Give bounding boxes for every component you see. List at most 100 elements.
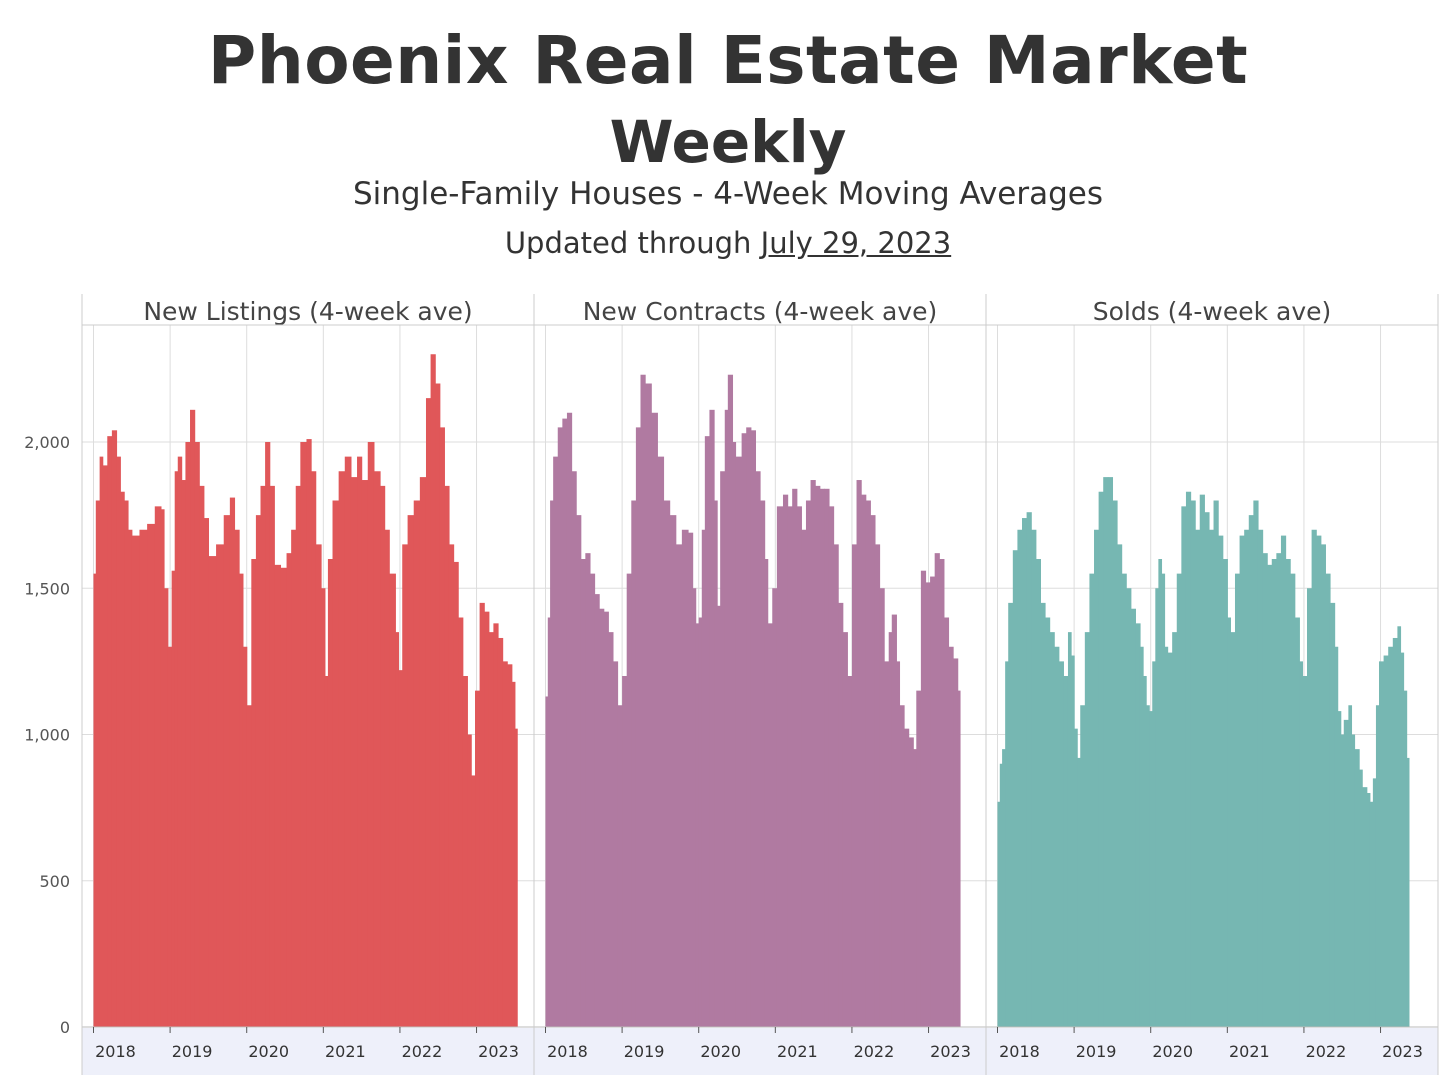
bar [622, 676, 628, 1027]
bar [102, 465, 108, 1027]
bar [580, 559, 586, 1027]
bar [943, 617, 950, 1027]
bar [782, 494, 789, 1027]
bar [1058, 661, 1064, 1027]
y-tick-label: 1,000 [24, 726, 70, 745]
bar [475, 690, 481, 1027]
bar [407, 515, 415, 1027]
bar [497, 637, 504, 1027]
bar [234, 529, 240, 1027]
bar [384, 529, 390, 1027]
bar [1149, 711, 1153, 1027]
bar [732, 442, 737, 1027]
bar [1167, 652, 1173, 1027]
bar [1400, 652, 1405, 1027]
updated-line: Updated through July 29, 2023 [0, 226, 1456, 260]
y-tick-label: 1,500 [24, 579, 70, 598]
bar [1280, 535, 1287, 1027]
bar [1359, 769, 1363, 1027]
x-tick-label: 2022 [402, 1042, 443, 1061]
bar [1372, 778, 1377, 1027]
bar [419, 477, 427, 1028]
bar [373, 471, 381, 1027]
bar [550, 500, 554, 1027]
panel-title: New Contracts (4-week ave) [583, 297, 938, 326]
bar [1348, 705, 1353, 1027]
bar [842, 632, 848, 1027]
bar [746, 427, 752, 1027]
bar [1294, 617, 1300, 1027]
bar [1253, 500, 1259, 1027]
bar [242, 646, 248, 1027]
bar [1152, 661, 1156, 1027]
bar [1325, 573, 1331, 1027]
bar [1017, 529, 1023, 1027]
x-tick-label: 2018 [547, 1042, 588, 1061]
bar [1107, 477, 1114, 1028]
bar [1155, 588, 1159, 1027]
bar [698, 617, 703, 1027]
bar [879, 588, 885, 1027]
bar [904, 728, 910, 1027]
updated-date-link[interactable]: July 29, 2023 [760, 226, 952, 260]
bar [1369, 801, 1374, 1027]
bar [1077, 757, 1081, 1027]
bar [185, 442, 191, 1027]
bar [471, 775, 476, 1027]
bar [1181, 506, 1187, 1028]
bar [439, 427, 445, 1027]
bar [815, 485, 821, 1027]
x-tick-label: 2019 [624, 1042, 665, 1061]
bar [99, 456, 104, 1027]
bar [1337, 711, 1342, 1027]
bar [1354, 749, 1360, 1027]
bar [502, 661, 508, 1027]
bar [874, 544, 881, 1027]
bar [772, 588, 778, 1027]
bar [861, 494, 867, 1027]
bar [1139, 646, 1144, 1027]
bar [280, 567, 288, 1027]
bar [462, 676, 468, 1027]
bar [260, 485, 266, 1027]
bar [1271, 559, 1277, 1027]
bar [199, 485, 205, 1027]
bar [194, 442, 200, 1027]
bar [1302, 676, 1308, 1027]
bar [344, 456, 352, 1027]
bar [612, 661, 619, 1027]
panel-title: New Listings (4-week ave) [143, 297, 472, 326]
x-tick-label: 2020 [1152, 1042, 1193, 1061]
bar [1117, 544, 1123, 1027]
bar [1248, 515, 1254, 1027]
bar [1195, 529, 1201, 1027]
bar [139, 529, 148, 1027]
x-tick-label: 2021 [777, 1042, 818, 1061]
bar [1176, 573, 1182, 1027]
bar [1230, 632, 1236, 1027]
bar [246, 705, 252, 1027]
bar [717, 605, 721, 1027]
bar [1098, 491, 1104, 1028]
bar [1222, 559, 1228, 1027]
x-tick-label: 2022 [1306, 1042, 1347, 1061]
bar [208, 556, 217, 1027]
bar [300, 442, 308, 1027]
bar [999, 763, 1003, 1027]
bar [1022, 518, 1028, 1027]
bar [870, 515, 876, 1027]
bar [216, 544, 225, 1027]
bar [430, 354, 436, 1027]
bar [1366, 793, 1371, 1027]
bar [1406, 757, 1410, 1027]
bar [1267, 564, 1273, 1027]
bar [1262, 553, 1268, 1027]
bar [724, 409, 729, 1027]
x-tick-label: 2021 [1229, 1042, 1270, 1061]
bar [1285, 559, 1291, 1027]
bar [239, 573, 244, 1027]
x-tick-label: 2023 [478, 1042, 519, 1061]
bar [511, 681, 516, 1027]
bar [819, 488, 825, 1027]
bar [1218, 535, 1224, 1027]
